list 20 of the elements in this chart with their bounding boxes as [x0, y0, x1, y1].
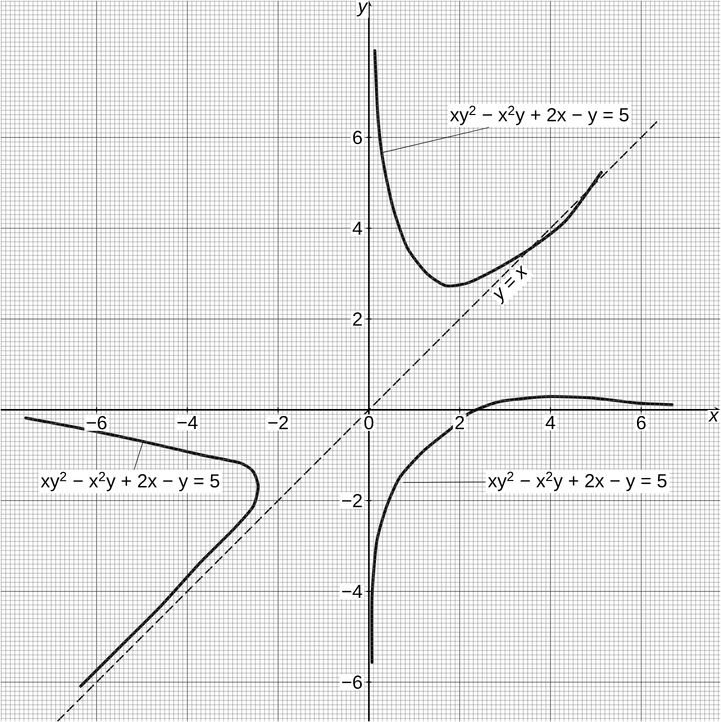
- line-series: [24, 416, 260, 688]
- x-tick-label: 2: [455, 416, 464, 430]
- y-tick-label: −2: [342, 494, 362, 508]
- y-tick-label: −4: [342, 584, 362, 598]
- x-tick-label: −2: [268, 416, 288, 430]
- y-tick-label: 2: [353, 312, 362, 326]
- y-tick-label: 4: [352, 222, 362, 235]
- x-axis-title: x: [708, 411, 720, 422]
- annotation: xy$^{2}$ − x$^{2}$y + 2x − y = 5: [488, 472, 666, 492]
- annotation: xy$^{2}$ − x$^{2}$y + 2x − y = 5: [450, 106, 629, 126]
- y-axis-title: y: [356, 2, 368, 16]
- x-tick-label: 6: [636, 416, 646, 430]
- annotation: xy$^{2}$ − x$^{2}$y + 2x − y = 5: [40, 472, 220, 492]
- x-tick-label: 4: [546, 416, 556, 429]
- x-tick-label: −4: [178, 416, 198, 429]
- x-tick-label: 0: [364, 416, 374, 430]
- x-tick-label: −6: [86, 416, 106, 430]
- y-tick-label: −6: [342, 675, 362, 689]
- text: y = x: [493, 265, 528, 305]
- y-tick-label: 6: [353, 130, 362, 144]
